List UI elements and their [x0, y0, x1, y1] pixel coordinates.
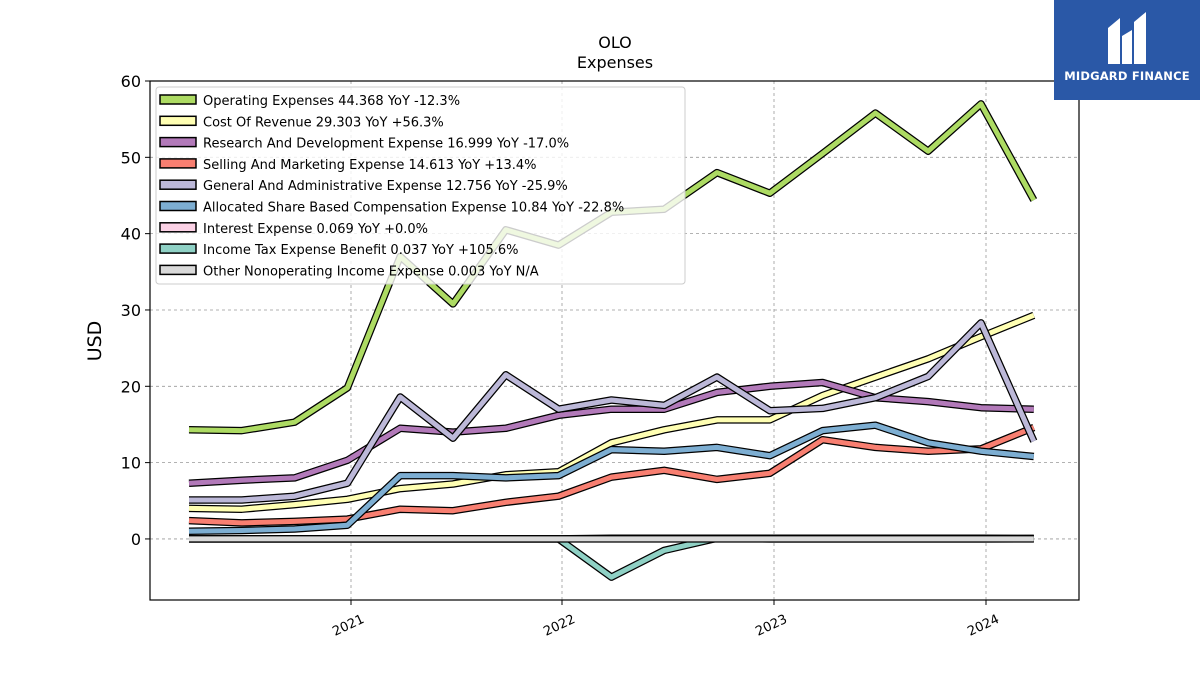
series-line [189, 320, 1037, 503]
legend-swatch [159, 136, 197, 148]
y-tick-label: 20 [121, 377, 141, 396]
legend-entry: Cost Of Revenue 29.303 YoY +56.3% [203, 115, 444, 130]
y-tick-label: 30 [121, 301, 141, 320]
legend-swatch [159, 243, 197, 254]
y-tick-label: 10 [121, 454, 141, 473]
y-tick-label: 50 [121, 148, 141, 167]
x-axis-ticks: 2021 2022 2023 2024 [330, 600, 1002, 640]
x-tick-label: 2022 [541, 612, 577, 640]
y-axis-ticks: 0 10 20 30 40 50 60 [121, 72, 150, 549]
legend-swatch [159, 158, 197, 169]
y-tick-label: 60 [121, 72, 141, 91]
chart-title: OLO [598, 33, 632, 52]
legend-entry: Operating Expenses 44.368 YoY -12.3% [203, 94, 460, 109]
brand-logo: MIDGARD FINANCE [1054, 0, 1200, 100]
series-line [189, 535, 1034, 580]
legend-entry: Interest Expense 0.069 YoY +0.0% [203, 222, 428, 237]
x-tick-label: 2023 [753, 612, 789, 640]
y-tick-label: 40 [121, 225, 141, 244]
x-tick-label: 2021 [330, 612, 366, 640]
logo-text: MIDGARD FINANCE [1064, 69, 1190, 83]
plot-frame [149, 80, 1080, 601]
legend-entry: Other Nonoperating Income Expense 0.003 … [203, 264, 539, 279]
legend-swatch [159, 264, 197, 276]
legend-swatch [159, 200, 197, 212]
legend-entry: Selling And Marketing Expense 14.613 YoY… [203, 158, 537, 173]
series-line [188, 422, 1035, 534]
legend-box [155, 86, 686, 285]
series-line [188, 425, 1035, 526]
midgard-logo-icon [1108, 12, 1146, 64]
x-tick-label: 2024 [965, 612, 1001, 640]
legend-entry: General And Administrative Expense 12.75… [203, 179, 568, 194]
legend-entry: Research And Development Expense 16.999 … [203, 137, 569, 152]
legend: Operating Expenses 44.368 YoY -12.3% Cost… [155, 86, 686, 285]
y-axis-label: USD [84, 321, 106, 362]
series-line [188, 380, 1034, 486]
legend-entry: Income Tax Expense Benefit 0.037 YoY +10… [203, 243, 518, 258]
legend-swatch [159, 94, 197, 105]
y-tick-label: 0 [131, 530, 141, 549]
chart-subtitle: Expenses [577, 53, 653, 72]
legend-swatch [159, 115, 197, 127]
series-line [188, 312, 1035, 512]
legend-swatch [159, 179, 197, 190]
legend-swatch [159, 222, 197, 233]
legend-entry: Allocated Share Based Compensation Expen… [203, 201, 624, 216]
series-outline [189, 534, 1034, 581]
